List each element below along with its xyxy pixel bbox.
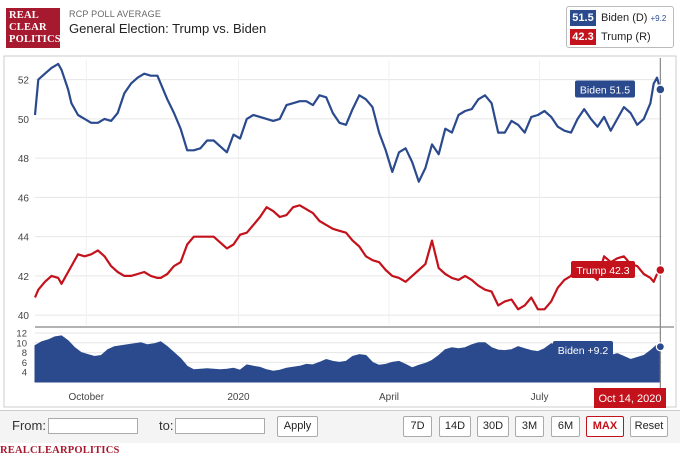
y-tick-label: 44 bbox=[18, 233, 30, 244]
trump-marker bbox=[655, 264, 666, 276]
y-tick-label: 46 bbox=[18, 193, 30, 204]
trump-tooltip-box bbox=[571, 261, 635, 279]
spread-tooltip-text: Biden +9.2 bbox=[558, 345, 609, 357]
series-line-biden bbox=[33, 62, 662, 183]
range-3m-button[interactable]: 3M bbox=[515, 416, 544, 437]
y-tick-label: 42 bbox=[18, 272, 30, 283]
range-14d-button[interactable]: 14D bbox=[439, 416, 471, 437]
range-6m-button[interactable]: 6M bbox=[551, 416, 580, 437]
legend-trump-name: Trump (R) bbox=[601, 31, 651, 43]
logo-line-2: CLEAR bbox=[9, 22, 47, 33]
trump-tooltip: Trump 42.3 bbox=[571, 261, 635, 279]
legend: 51.5 Biden (D) +9.2 42.3 Trump (R) bbox=[566, 6, 674, 48]
spread-y-tick-label: 8 bbox=[22, 348, 27, 359]
to-label: to: bbox=[159, 418, 174, 433]
legend-biden-delta: +9.2 bbox=[650, 13, 667, 23]
biden-tooltip-box bbox=[575, 80, 635, 98]
x-tick-label: 2020 bbox=[227, 392, 250, 403]
legend-trump-value: 42.3 bbox=[570, 29, 596, 45]
chart-subtitle: RCP POLL AVERAGE bbox=[69, 9, 162, 19]
spread-y-tick-label: 10 bbox=[16, 338, 27, 349]
cursor-date-text: Oct 14, 2020 bbox=[599, 393, 662, 405]
footer-brand: REALCLEARPOLITICS bbox=[0, 445, 120, 456]
x-tick-label: July bbox=[531, 392, 549, 403]
legend-biden-value: 51.5 bbox=[570, 10, 596, 26]
logo-line-3: POLITICS bbox=[9, 34, 61, 45]
y-tick-label: 40 bbox=[18, 311, 30, 322]
x-tick-label: October bbox=[68, 392, 104, 403]
y-tick-label: 48 bbox=[18, 154, 30, 165]
legend-biden-name: Biden (D) bbox=[601, 12, 648, 24]
spread-marker bbox=[655, 342, 665, 352]
spread-tooltip: Biden +9.2 bbox=[553, 341, 613, 358]
range-30d-button[interactable]: 30D bbox=[477, 416, 509, 437]
cursor-date-label: Oct 14, 2020 bbox=[594, 388, 666, 408]
legend-item-biden[interactable]: 51.5 Biden (D) +9.2 bbox=[570, 10, 666, 26]
to-date-input[interactable] bbox=[175, 418, 265, 434]
spread-y-tick-label: 6 bbox=[22, 358, 27, 369]
trump-tooltip-text: Trump 42.3 bbox=[576, 265, 629, 277]
from-date-input[interactable] bbox=[48, 418, 138, 434]
biden-tooltip: Biden 51.5 bbox=[575, 80, 635, 98]
y-tick-label: 52 bbox=[18, 76, 30, 87]
from-label: From: bbox=[12, 418, 46, 433]
x-tick-label: April bbox=[379, 392, 399, 403]
y-tick-label: 50 bbox=[18, 115, 30, 126]
biden-tooltip-text: Biden 51.5 bbox=[580, 84, 630, 96]
reset-button[interactable]: Reset bbox=[630, 416, 668, 437]
biden-marker bbox=[655, 84, 666, 95]
series-line-trump bbox=[33, 204, 662, 311]
spread-tooltip-box bbox=[553, 341, 613, 358]
spread-y-tick-label: 4 bbox=[22, 368, 27, 379]
cursor-date-box bbox=[594, 388, 666, 408]
chart-title: General Election: Trump vs. Biden bbox=[69, 21, 267, 36]
range-7d-button[interactable]: 7D bbox=[403, 416, 432, 437]
apply-button[interactable]: Apply bbox=[277, 416, 318, 437]
range-max-button[interactable]: MAX bbox=[586, 416, 624, 437]
legend-item-trump[interactable]: 42.3 Trump (R) bbox=[570, 29, 651, 45]
logo-line-1: REAL bbox=[9, 10, 39, 21]
rcp-logo[interactable]: REAL CLEAR POLITICS bbox=[6, 8, 61, 48]
spread-y-tick-label: 12 bbox=[16, 329, 27, 340]
